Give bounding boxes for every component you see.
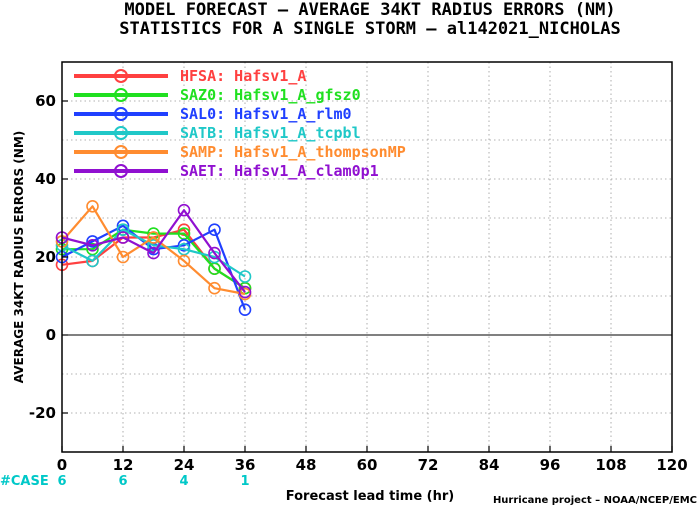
series-point-5 <box>238 285 252 299</box>
series-point-4 <box>86 200 99 213</box>
x-axis-label: Forecast lead time (hr) <box>286 489 454 504</box>
case-count: 6 <box>118 474 127 489</box>
y-tick-label: -20 <box>29 404 56 422</box>
x-tick-label: 48 <box>296 456 317 474</box>
legend-marker-1 <box>114 88 128 102</box>
legend-marker-2 <box>114 107 128 121</box>
case-count: 4 <box>179 474 188 489</box>
series-point-2 <box>238 303 252 316</box>
x-tick-label: 108 <box>595 456 626 474</box>
series-point-4 <box>116 250 130 264</box>
x-tick-label: 96 <box>540 456 561 474</box>
series-point-4 <box>208 281 221 295</box>
legend-label-5: SAET: Hafsv1_A_clam0p1 <box>180 162 379 180</box>
legend-label-2: SAL0: Hafsv1_A_rlm0 <box>180 105 352 123</box>
legend-marker-4 <box>114 145 128 159</box>
grid-lines <box>62 62 672 452</box>
series-point-2 <box>86 235 99 248</box>
series-line-2 <box>61 224 247 310</box>
y-tick-label: 0 <box>46 326 56 344</box>
legend-label-1: SAZ0: Hafsv1_A_gfsz0 <box>180 86 361 104</box>
x-tick-label: 0 <box>57 456 67 474</box>
x-tick-label: 120 <box>656 456 687 474</box>
series-point-5 <box>116 231 130 244</box>
legend-marker-5 <box>114 164 128 178</box>
series-point-4 <box>177 254 191 268</box>
case-count: 1 <box>240 474 249 489</box>
chart-title: MODEL FORECAST – AVERAGE 34KT RADIUS ERR… <box>124 0 615 20</box>
series-line-3 <box>61 228 246 278</box>
case-counts: 6 6 4 1 <box>57 474 249 489</box>
series-point-2 <box>177 239 191 252</box>
legend-label-0: HFSA: Hafsv1_A <box>180 67 306 85</box>
y-axis-label: AVERAGE 34KT RADIUS ERRORS (NM) <box>12 131 26 383</box>
legend-label-4: SAMP: Hafsv1_A_thompsonMP <box>180 143 406 161</box>
x-tick-label: 24 <box>174 456 195 474</box>
x-tick-label: 36 <box>235 456 256 474</box>
series-point-3 <box>238 270 252 283</box>
x-tick-label: 84 <box>479 456 500 474</box>
series-line-1 <box>62 228 246 290</box>
series-point-3 <box>86 254 99 268</box>
x-tick-label: 72 <box>418 456 439 474</box>
y-tick-label: 60 <box>35 92 56 110</box>
series-point-5 <box>177 203 191 217</box>
case-label: #CASE <box>0 474 49 489</box>
series-point-5 <box>147 246 160 260</box>
series-point-5 <box>208 246 221 260</box>
series-line-4 <box>61 205 246 296</box>
series-line-5 <box>61 209 246 293</box>
axis-ticks: 0 12 24 36 48 60 72 84 96 108 120 -20 0 20 40 60 <box>29 92 688 474</box>
x-tick-label: 12 <box>113 456 134 474</box>
legend-marker-3 <box>114 126 128 140</box>
series-point-3 <box>116 223 130 236</box>
legend-marker-0 <box>114 69 128 83</box>
y-tick-label: 20 <box>35 248 56 266</box>
x-tick-label: 60 <box>357 456 378 474</box>
series-point-4 <box>147 231 160 244</box>
series-layer <box>55 200 252 316</box>
series-point-2 <box>208 223 221 236</box>
credit-text: Hurricane project – NOAA/NCEP/EMC <box>493 495 697 506</box>
series-point-5 <box>86 239 99 252</box>
chart-subtitle: STATISTICS FOR A SINGLE STORM – al142021… <box>119 19 621 39</box>
legend-label-3: SATB: Hafsv1_A_tcpbl <box>180 124 361 142</box>
y-tick-label: 40 <box>35 170 56 188</box>
case-count: 6 <box>57 474 66 489</box>
